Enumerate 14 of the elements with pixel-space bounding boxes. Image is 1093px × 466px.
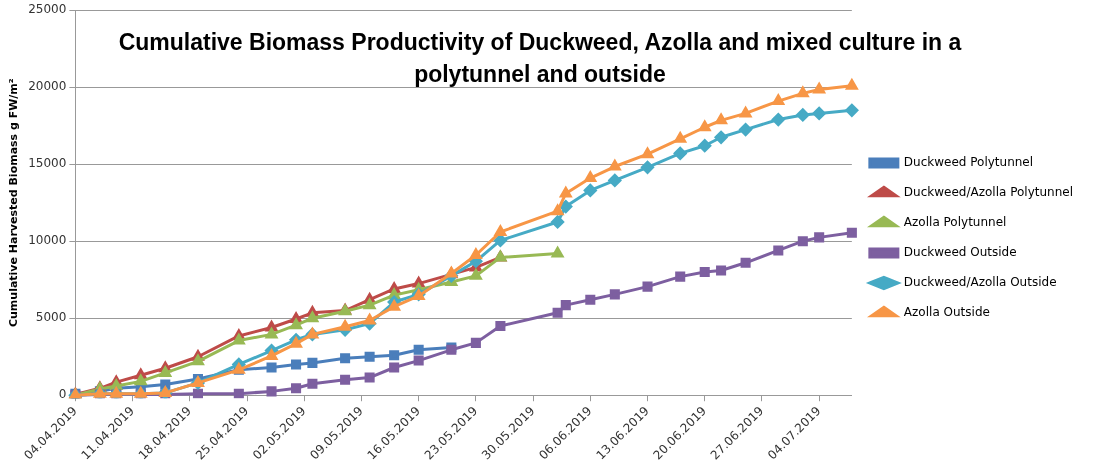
legend-label: Azolla Polytunnel [903,215,1007,230]
text: Cumulative Biomass Productivity of Duckweed, Azolla and mixed culture in a polytunnel and outside [117,28,963,89]
legend-label: Duckweed/Azolla Outside [903,275,1057,290]
legend-label: Azolla Outside [903,305,990,320]
y-tick-label: 10000 [28,233,67,248]
y-tick-label: 25000 [28,2,67,17]
legend-label: Duckweed Polytunnel [903,155,1034,170]
y-tick-label: 20000 [28,79,67,94]
y-tick-label: 15000 [28,156,67,171]
legend-label: Duckweed/Azolla Polytunnel [903,185,1074,200]
y-tick-label: 5000 [35,310,67,325]
y-axis-title: Cumulative Harvested Biomass g FW/m² [7,78,21,328]
y-tick-label: 0 [58,387,67,402]
legend-label: Duckweed Outside [903,245,1017,260]
